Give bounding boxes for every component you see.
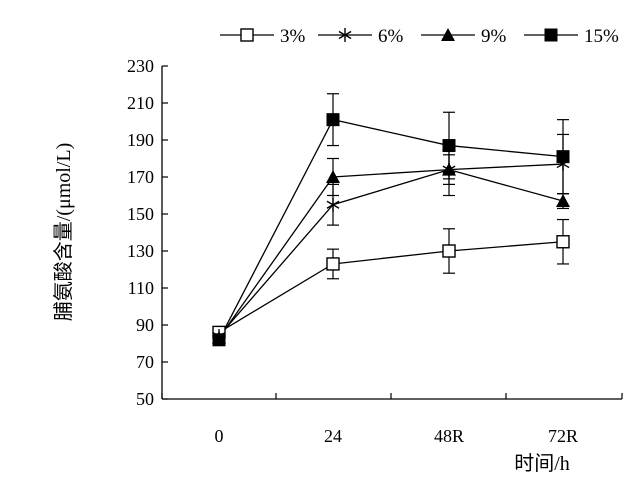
series-6pct-point [326,197,340,212]
legend-15pct: 15% [524,26,619,47]
x-tick-label: 48R [434,426,464,446]
y-tick-label: 190 [127,130,154,150]
x-tick-label: 72R [548,426,578,446]
legend-6pct: 6% [318,26,404,47]
x-ticks: 0 24 48R 72R [161,393,623,446]
series-markers [212,113,570,347]
legend-15pct-label: 15% [584,26,619,47]
legend-9pct: 9% [421,26,507,47]
legend-3pct-label: 3% [280,26,306,47]
legend-15pct-marker [544,28,558,42]
legend-6pct-label: 6% [378,26,404,47]
x-axis-label: 时间/h [514,452,570,475]
y-tick-label: 230 [127,56,154,76]
y-tick-label: 70 [136,352,154,372]
series-9pct-point [556,194,570,208]
series-3pct-point [556,235,570,249]
y-tick-label: 210 [127,93,154,113]
series-9pct-point [442,162,456,176]
series-3pct-line [218,241,564,333]
legend-6pct-marker [338,28,352,42]
series-15pct-point [556,150,570,164]
series-15pct-point [212,333,226,347]
axes [161,66,622,400]
legend-9pct-label: 9% [481,26,507,47]
series-3pct-point [326,257,340,271]
error-bars [213,93,569,346]
legend: 3% 6% 9% 15% [220,26,619,47]
series-15pct-point [326,113,340,127]
legend-3pct: 3% [220,26,306,47]
legend-3pct-marker [240,28,254,42]
series-15pct-point [442,139,456,153]
y-tick-label: 150 [127,204,154,224]
y-axis-label: 脯氨酸含量/(μmol/L) [52,143,75,322]
x-tick-label: 24 [324,426,342,446]
series-6pct-line [218,163,564,337]
y-tick-label: 50 [136,389,154,409]
x-tick-label: 0 [215,426,224,446]
y-tick-label: 90 [136,315,154,335]
y-ticks: 50 70 90 110 130 150 170 190 210 230 [127,56,168,409]
series-9pct-point [326,170,340,183]
series-9pct-line [218,168,564,339]
y-tick-label: 130 [127,241,154,261]
y-tick-label: 170 [127,167,154,187]
legend-9pct-marker [441,28,455,41]
series-15pct-line [218,118,564,341]
series-3pct-point [442,244,456,258]
series-lines [218,118,564,341]
y-tick-label: 110 [128,278,154,298]
